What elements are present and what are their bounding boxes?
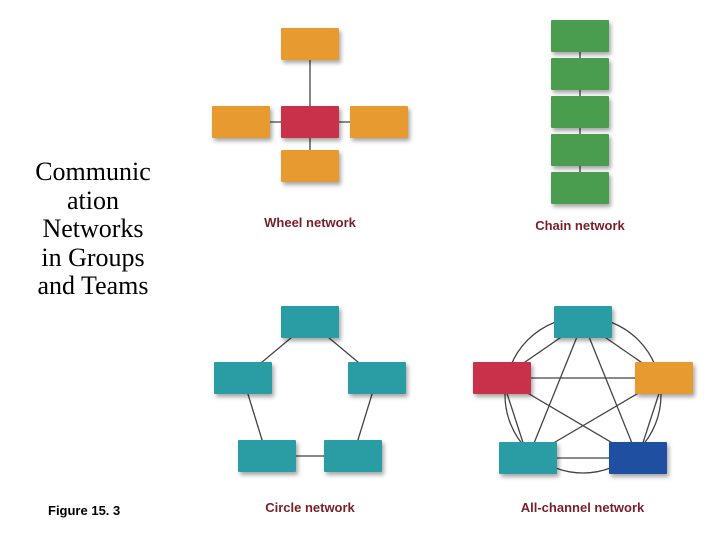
network-node bbox=[551, 96, 609, 128]
allchannel-network-diagram: All-channel network bbox=[455, 300, 710, 520]
network-node bbox=[238, 440, 296, 472]
chain-network-diagram: Chain network bbox=[475, 18, 685, 243]
title-line: ation bbox=[8, 187, 178, 216]
network-node bbox=[212, 106, 270, 138]
network-node bbox=[281, 150, 339, 182]
circle-network-diagram: Circle network bbox=[190, 300, 430, 520]
title-line: Communic bbox=[8, 158, 178, 187]
circle-network-svg bbox=[190, 300, 430, 495]
network-node bbox=[554, 306, 612, 338]
allchannel-caption: All-channel network bbox=[455, 500, 710, 515]
title-line: in Groups bbox=[8, 244, 178, 273]
network-node bbox=[281, 106, 339, 138]
title-line: Networks bbox=[8, 215, 178, 244]
chain-network-svg bbox=[475, 18, 685, 216]
network-node bbox=[350, 106, 408, 138]
allchannel-network-svg bbox=[455, 300, 710, 495]
figure-label: Figure 15. 3 bbox=[48, 503, 120, 518]
circle-caption: Circle network bbox=[190, 500, 430, 515]
network-node bbox=[551, 20, 609, 52]
network-node bbox=[551, 58, 609, 90]
page-title: Communic ation Networks in Groups and Te… bbox=[8, 158, 178, 301]
title-line: and Teams bbox=[8, 272, 178, 301]
wheel-network-diagram: Wheel network bbox=[190, 20, 430, 235]
wheel-caption: Wheel network bbox=[190, 215, 430, 230]
network-node bbox=[281, 28, 339, 60]
wheel-network-svg bbox=[190, 20, 430, 210]
network-node bbox=[551, 172, 609, 204]
network-node bbox=[473, 362, 531, 394]
network-node bbox=[499, 442, 557, 474]
network-node bbox=[551, 134, 609, 166]
network-node bbox=[281, 306, 339, 338]
network-node bbox=[609, 442, 667, 474]
network-node bbox=[635, 362, 693, 394]
network-node bbox=[348, 362, 406, 394]
chain-caption: Chain network bbox=[475, 218, 685, 233]
network-node bbox=[324, 440, 382, 472]
network-node bbox=[214, 362, 272, 394]
